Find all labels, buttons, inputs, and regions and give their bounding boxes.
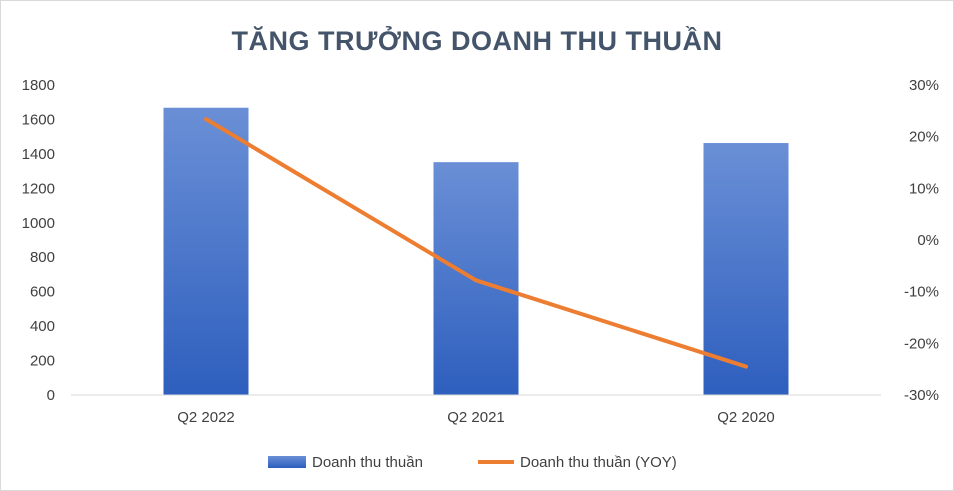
x-axis-tick-label: Q2 2022 <box>177 409 235 426</box>
left-axis-tick-label: 1800 <box>22 77 55 94</box>
yoy-point <box>205 118 207 120</box>
right-axis-tick-label: 20% <box>909 129 939 146</box>
x-axis-ticks: Q2 2022 Q2 2021 Q2 2020 <box>177 409 775 426</box>
right-axis-tick-label: 30% <box>909 77 939 94</box>
legend-label-revenue: Doanh thu thuần <box>312 454 423 471</box>
legend-bar-swatch <box>268 456 306 468</box>
x-axis-tick-label: Q2 2020 <box>717 409 775 426</box>
left-axis-tick-label: 800 <box>30 249 55 266</box>
left-axis-tick-label: 1400 <box>22 146 55 163</box>
yoy-point <box>475 279 477 281</box>
right-axis-tick-label: 0% <box>917 232 939 249</box>
chart-title: TĂNG TRƯỞNG DOANH THU THUẦN <box>232 24 723 56</box>
bar-q2-2022 <box>163 107 249 395</box>
left-axis-tick-label: 1200 <box>22 180 55 197</box>
left-axis-tick-label: 600 <box>30 284 55 301</box>
right-axis-tick-label: -20% <box>904 335 939 352</box>
legend-label-yoy: Doanh thu thuần (YOY) <box>520 454 677 471</box>
right-axis-tick-label: 10% <box>909 180 939 197</box>
right-axis-ticks: -30% -20% -10% 0% 10% 20% 30% <box>904 77 939 404</box>
left-axis-tick-label: 1600 <box>22 111 55 128</box>
right-axis-tick-label: -30% <box>904 387 939 404</box>
x-axis-tick-label: Q2 2021 <box>447 409 505 426</box>
left-axis-tick-label: 200 <box>30 353 55 370</box>
left-axis-tick-label: 0 <box>47 387 55 404</box>
left-axis-tick-label: 400 <box>30 318 55 335</box>
left-axis-tick-label: 1000 <box>22 215 55 232</box>
legend: Doanh thu thuần Doanh thu thuần (YOY) <box>268 454 677 471</box>
left-axis-ticks: 0 200 400 600 800 1000 1200 1400 1600 1800 <box>22 77 55 404</box>
yoy-line-series <box>204 117 748 369</box>
right-axis-tick-label: -10% <box>904 284 939 301</box>
bar-q2-2020 <box>703 143 789 395</box>
yoy-point <box>745 366 747 368</box>
